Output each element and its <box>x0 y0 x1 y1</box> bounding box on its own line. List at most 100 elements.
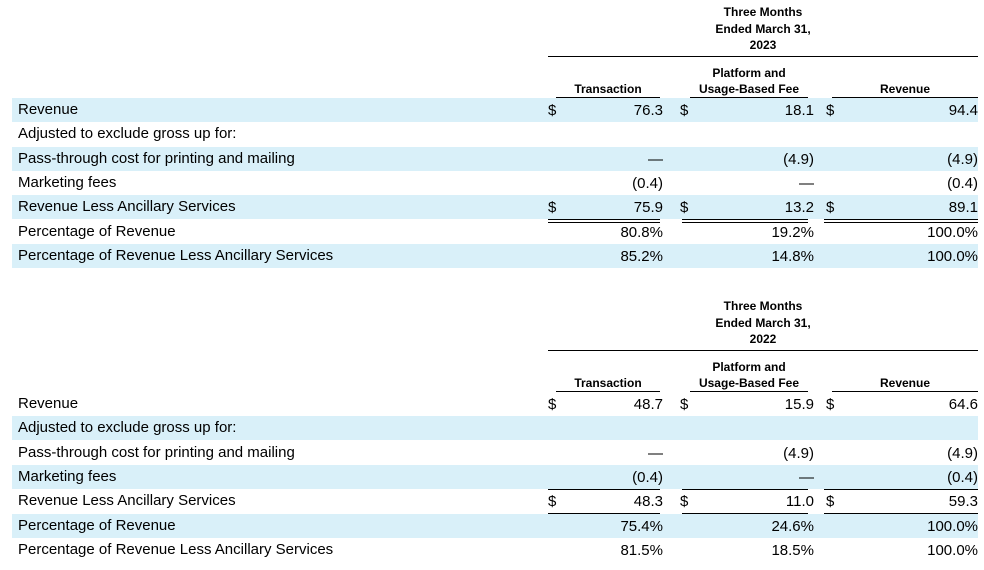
table-row: Percentage of Revenue Less Ancillary Ser… <box>12 538 978 562</box>
column-header-rule <box>690 97 808 98</box>
currency-symbol: $ <box>826 493 835 511</box>
cell-platform: 18.5% <box>771 541 814 559</box>
period-header-line: Three Months <box>723 299 803 313</box>
table-row: Percentage of Revenue <box>12 220 978 244</box>
table-row: Pass-through cost for printing and maili… <box>12 441 978 465</box>
table-row: Adjusted to exclude gross up for: <box>12 122 978 146</box>
cell-revenue: (4.9) <box>947 444 978 462</box>
cell-revenue: 100.0% <box>927 517 978 535</box>
row-label: Percentage of Revenue <box>18 222 176 240</box>
currency-symbol: $ <box>548 493 557 511</box>
cell-platform: (4.9) <box>783 150 814 168</box>
column-header-rule <box>556 97 660 98</box>
cell-revenue: 64.6 <box>948 396 978 413</box>
cell-transaction: 48.7 <box>633 396 663 413</box>
row-label: Percentage of Revenue <box>18 516 176 534</box>
column-header-line: Platform and <box>712 360 786 374</box>
cell-revenue: (0.4) <box>947 468 978 486</box>
cell-platform: 19.2% <box>771 223 814 241</box>
cell-transaction: 85.2% <box>620 247 663 265</box>
cell-transaction: (0.4) <box>632 468 663 486</box>
currency-symbol: $ <box>548 102 557 119</box>
column-header-revenue: Revenue <box>832 81 978 97</box>
column-header-platform: Platform and Usage-Based Fee <box>690 359 808 391</box>
cell-platform: — <box>799 174 814 192</box>
cell-revenue: 100.0% <box>927 541 978 559</box>
period-header-rule <box>548 350 978 351</box>
cell-platform: 14.8% <box>771 247 814 265</box>
period-header-rule <box>548 56 978 57</box>
column-header-rule <box>556 391 660 392</box>
row-label: Percentage of Revenue Less Ancillary Ser… <box>18 246 334 264</box>
period-header-line: 2023 <box>749 38 777 52</box>
row-label: Marketing fees <box>18 173 117 191</box>
table-row: Revenue Less Ancillary Services <box>12 489 978 513</box>
column-header-line: Transaction <box>574 82 642 96</box>
total-double-rule <box>824 219 978 224</box>
period-header: Three Months Ended March 31, 2023 <box>548 4 978 54</box>
currency-symbol: $ <box>826 199 835 217</box>
table-row: Adjusted to exclude gross up for: <box>12 416 978 441</box>
cell-revenue: 89.1 <box>948 199 978 217</box>
table-row: Revenue <box>12 392 978 416</box>
cell-platform: 13.2 <box>784 199 814 217</box>
row-label: Adjusted to exclude gross up for: <box>18 125 237 143</box>
cell-revenue: 100.0% <box>927 247 978 265</box>
cell-transaction: 81.5% <box>620 541 663 559</box>
row-label: Adjusted to exclude gross up for: <box>18 419 237 437</box>
total-double-rule <box>548 219 660 224</box>
cell-revenue: (0.4) <box>947 174 978 192</box>
currency-symbol: $ <box>680 493 689 511</box>
cell-transaction: 80.8% <box>620 223 663 241</box>
subtotal-rule <box>824 488 978 490</box>
cell-platform: (4.9) <box>783 444 814 462</box>
column-header-transaction: Transaction <box>556 375 660 391</box>
row-label: Pass-through cost for printing and maili… <box>18 149 295 167</box>
column-header-platform: Platform and Usage-Based Fee <box>690 65 808 97</box>
total-double-rule <box>682 219 808 224</box>
subtotal-rule <box>548 488 660 490</box>
column-header-line: Platform and <box>712 66 786 80</box>
cell-transaction: 75.9 <box>633 199 663 217</box>
period-header-line: Three Months <box>723 5 803 19</box>
period-header: Three Months Ended March 31, 2022 <box>548 298 978 348</box>
cell-platform: 15.9 <box>784 396 814 413</box>
cell-transaction: 75.4% <box>620 517 663 535</box>
cell-revenue: 100.0% <box>927 223 978 241</box>
cell-revenue: 94.4 <box>948 102 978 119</box>
row-label: Marketing fees <box>18 467 117 485</box>
cell-transaction: 48.3 <box>633 493 663 511</box>
cell-transaction: — <box>648 444 663 462</box>
table-section-2: Three Months Ended March 31, 2022 Transacti… <box>0 298 984 568</box>
table-row: Marketing fees <box>12 171 978 195</box>
table-row: Pass-through cost for printing and maili… <box>12 146 978 171</box>
currency-symbol: $ <box>826 102 835 119</box>
currency-symbol: $ <box>826 396 835 413</box>
period-header-line: Ended March 31, <box>715 21 811 36</box>
subtotal-rule <box>682 488 808 490</box>
column-header-line: Revenue <box>879 82 931 96</box>
column-header-revenue: Revenue <box>832 375 978 391</box>
cell-platform: 11.0 <box>785 493 814 511</box>
cell-transaction: (0.4) <box>632 174 663 192</box>
table-row: Percentage of Revenue Less Ancillary Ser… <box>12 243 978 268</box>
currency-symbol: $ <box>548 199 557 217</box>
cell-transaction: 76.3 <box>633 102 663 119</box>
cell-revenue: (4.9) <box>947 150 978 168</box>
column-header-line: Usage-Based Fee <box>698 82 800 96</box>
column-header-rule <box>690 391 808 392</box>
column-header-rule <box>832 391 978 392</box>
column-header-transaction: Transaction <box>556 81 660 97</box>
table-row: Revenue Less Ancillary Services <box>12 195 978 220</box>
currency-symbol: $ <box>680 396 689 413</box>
column-header-rule <box>832 97 978 98</box>
cell-transaction: — <box>648 150 663 168</box>
period-header-line: Ended March 31, <box>715 315 811 330</box>
row-label: Percentage of Revenue Less Ancillary Ser… <box>18 540 334 558</box>
row-label: Revenue Less Ancillary Services <box>18 492 236 510</box>
cell-platform: 18.1 <box>784 102 814 119</box>
cell-platform: 24.6% <box>771 517 814 535</box>
row-label: Pass-through cost for printing and maili… <box>18 443 295 461</box>
column-header-line: Transaction <box>574 376 642 390</box>
table-row: Revenue <box>12 98 978 122</box>
